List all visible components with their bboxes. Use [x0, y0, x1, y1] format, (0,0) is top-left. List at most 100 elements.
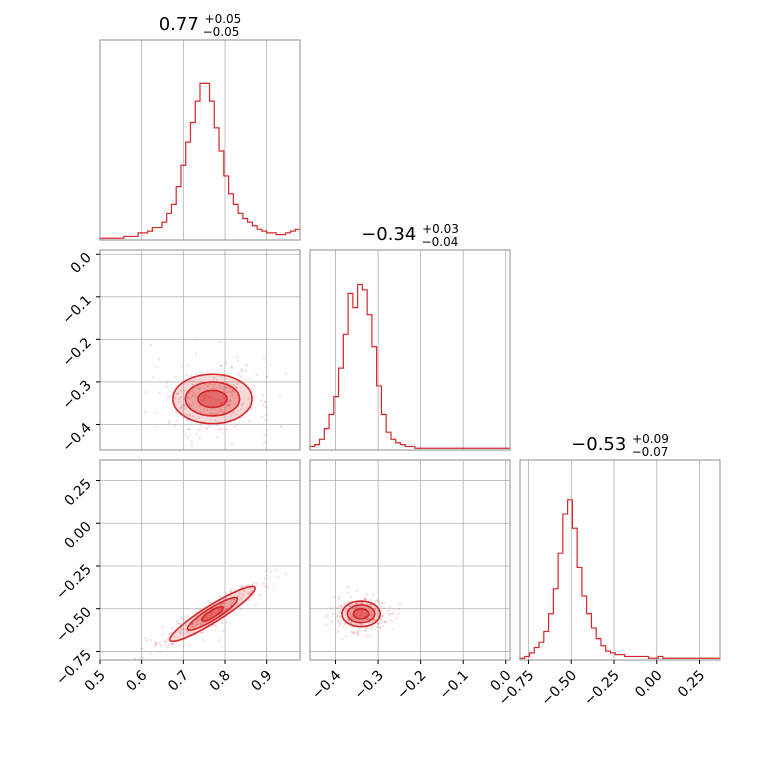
sample-point: [255, 582, 258, 586]
sample-point: [355, 602, 358, 605]
sample-point: [350, 621, 353, 624]
panel-2-1: [309, 459, 511, 661]
sample-point: [150, 343, 153, 347]
sample-point: [198, 619, 201, 622]
sample-point: [207, 425, 210, 428]
sample-point: [195, 607, 198, 611]
x-tick-label: 0.7: [165, 668, 192, 695]
sample-point: [163, 640, 166, 643]
sample-point: [329, 606, 332, 610]
sample-point: [202, 395, 205, 398]
sample-point: [222, 610, 225, 613]
sample-point: [356, 631, 359, 634]
sample-point: [223, 387, 226, 390]
axes-frame: [99, 249, 301, 451]
sample-point: [219, 364, 222, 367]
sample-point: [160, 644, 163, 647]
sample-point: [239, 375, 242, 378]
y-tick-label: −0.25: [53, 561, 95, 603]
sample-point: [392, 620, 395, 624]
sample-point: [205, 615, 208, 619]
sample-point: [191, 383, 194, 386]
sample-point: [352, 631, 355, 634]
sample-point: [229, 603, 233, 607]
x-tick-label: −0.3: [352, 668, 387, 703]
sample-point: [196, 619, 199, 622]
sample-point: [363, 597, 366, 600]
sample-point: [263, 356, 266, 359]
sample-point: [245, 363, 248, 367]
sample-point: [198, 387, 201, 390]
sample-point: [254, 395, 257, 398]
sample-point: [230, 598, 233, 602]
x-tick-label: −0.4: [309, 667, 344, 702]
sample-point: [208, 382, 211, 385]
sample-point: [232, 597, 236, 601]
sample-point: [337, 596, 341, 599]
title-median: −0.53: [571, 434, 626, 455]
sample-point: [199, 616, 202, 619]
panel-2-2: [519, 459, 721, 661]
sample-point: [337, 605, 340, 608]
sample-point: [170, 626, 173, 630]
sample-point: [355, 613, 358, 616]
sample-point: [350, 625, 354, 628]
sample-point: [231, 389, 234, 392]
sample-point: [206, 394, 209, 397]
sample-point: [370, 609, 373, 612]
sample-point: [247, 397, 250, 400]
sample-point: [263, 400, 266, 403]
sample-point: [265, 375, 268, 378]
sample-point: [350, 621, 353, 624]
contour-level: [186, 596, 239, 631]
sample-point: [222, 411, 225, 414]
sample-point: [179, 396, 182, 399]
sample-point: [350, 595, 353, 599]
sample-point: [183, 389, 187, 392]
sample-point: [221, 602, 225, 606]
sample-point: [236, 359, 239, 363]
sample-point: [369, 634, 372, 637]
sample-point: [356, 611, 359, 614]
sample-point: [236, 603, 240, 606]
sample-point: [240, 597, 243, 600]
sample-point: [205, 409, 208, 412]
sample-point: [198, 387, 201, 390]
title-minus-param-1: −0.05: [203, 25, 240, 39]
sample-point: [225, 362, 228, 365]
sample-point: [209, 600, 212, 603]
sample-point: [364, 612, 368, 615]
sample-point: [205, 617, 208, 620]
axes-frame: [519, 459, 721, 661]
sample-point: [149, 652, 152, 655]
sample-point: [389, 619, 392, 622]
sample-point: [202, 372, 205, 375]
sample-point: [182, 403, 185, 406]
sample-point: [202, 394, 205, 397]
sample-point: [212, 404, 215, 407]
sample-point: [226, 405, 230, 408]
y-tick-label: 0.25: [61, 476, 94, 509]
sample-point: [134, 657, 137, 660]
sample-point: [208, 395, 211, 398]
sample-point: [200, 426, 203, 429]
sample-point: [186, 413, 189, 416]
sample-point: [250, 406, 253, 410]
sample-point: [263, 441, 266, 444]
sample-point: [192, 380, 195, 383]
sample-point: [233, 425, 236, 428]
sample-point: [196, 618, 199, 621]
panel-1-0: [99, 249, 301, 451]
sample-point: [361, 602, 364, 605]
sample-point: [188, 380, 191, 383]
sample-point: [251, 583, 254, 586]
sample-point: [154, 642, 157, 645]
sample-point: [219, 603, 222, 606]
sample-point: [342, 625, 345, 628]
sample-point: [384, 621, 387, 624]
sample-point: [247, 584, 250, 587]
sample-point: [155, 411, 158, 414]
sample-point: [260, 415, 263, 419]
sample-point: [254, 603, 257, 606]
sample-point: [274, 569, 277, 572]
